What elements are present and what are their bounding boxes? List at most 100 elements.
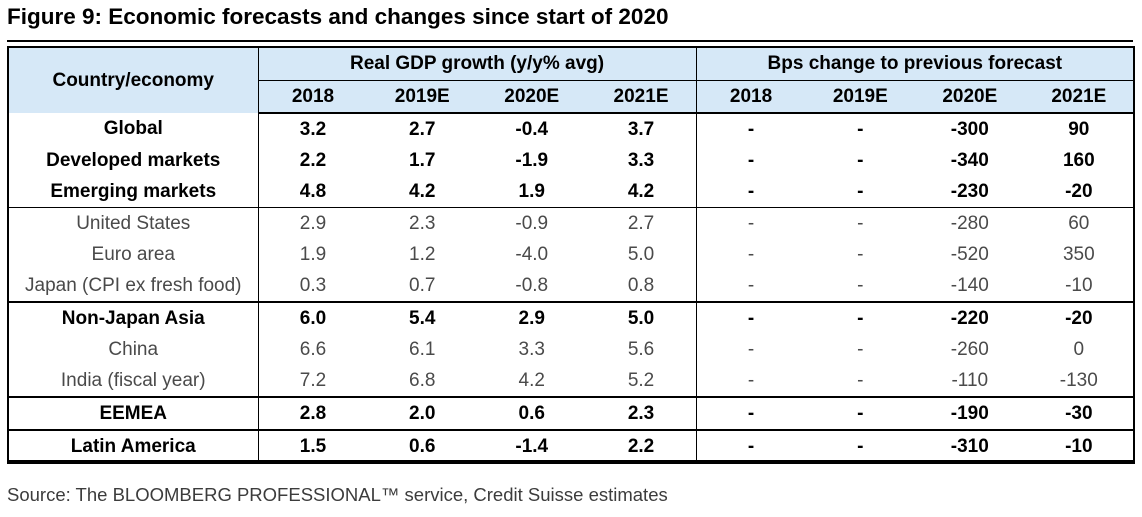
gdp-growth-cell: 6.0 <box>257 301 368 334</box>
table-row: United States 2.9 2.3 -0.9 2.7- - -280 60 <box>7 207 1136 239</box>
figure-title: Figure 9: Economic forecasts and changes… <box>7 4 669 29</box>
bps-change-cell: -340 <box>950 149 989 171</box>
year-header: 2021E <box>1024 80 1136 114</box>
bps-change-cell: 350 <box>1024 239 1136 270</box>
gdp-growth-cell: 6.6 <box>257 334 368 365</box>
table-row: India (fiscal year) 7.2 6.8 4.2 5.2 - - -110 -13… <box>7 365 1136 397</box>
gdp-growth-cell: 0.6 <box>367 429 477 464</box>
bps-change-cell: - <box>695 365 806 397</box>
country-name-cell: India (fiscal year) <box>7 365 258 397</box>
bps-change-cell: - <box>857 338 864 360</box>
gdp-growth-cell: 2.9 <box>257 207 368 239</box>
table-row: Non-Japan Asia 6.0 5.4 2.9 5.0- - -220 -20 <box>7 301 1136 334</box>
gdp-growth-cell: 2.3 <box>586 396 697 430</box>
country-name-cell: Developed markets <box>7 145 258 176</box>
gdp-growth-cell: 3.3 <box>627 149 655 171</box>
bps-change-cell: - <box>695 113 806 145</box>
table-row: Euro area 1.9 1.2 -4.0 5.0 - - -520 350 <box>7 239 1136 270</box>
bps-change-cell: -230 <box>950 180 989 202</box>
country-name-cell: United States <box>7 207 258 239</box>
year-header: 2018 <box>257 80 368 114</box>
table-row: Emerging markets 4.8 4.2 1.9 4.2 - - -230 -20 <box>7 176 1136 208</box>
gdp-growth-cell: 0.7 <box>409 274 436 296</box>
gdp-growth-cell: -0.9 <box>477 207 587 239</box>
bps-change-cell: - <box>695 301 806 334</box>
bps-change-cell: -130 <box>1024 365 1136 397</box>
gdp-growth-cell: 2.2 <box>257 145 368 176</box>
country-name-cell: Latin America <box>7 429 258 464</box>
bps-change-cell: -280 <box>915 207 1025 239</box>
bps-change-cell: -110 <box>951 369 989 391</box>
gdp-growth-cell: 5.0 <box>627 243 655 265</box>
country-name-cell: Euro area <box>7 239 258 270</box>
bps-change-cell: -20 <box>1024 301 1136 334</box>
bps-change-cell: 0 <box>1024 334 1136 365</box>
bps-change-cell: - <box>805 396 916 430</box>
bps-change-cell: - <box>695 429 806 464</box>
bps-change-cell: - <box>695 239 806 270</box>
gdp-growth-cell: 2.2 <box>586 429 697 464</box>
year-header: 2019E <box>805 80 916 114</box>
table-row: EEMEA 2.8 2.0 0.6 2.3- - -190 -30 <box>7 396 1136 430</box>
table-body: Global 3.2 2.7 -0.4 3.7- - -300 90 Developed mar… <box>7 113 1136 464</box>
gdp-growth-cell: 4.8 <box>257 176 368 208</box>
gdp-growth-cell: 4.2 <box>409 180 436 202</box>
bps-change-cell: -310 <box>915 429 1025 464</box>
gdp-growth-cell: 6.8 <box>409 369 436 391</box>
bps-change-cell: -30 <box>1024 396 1136 430</box>
bps-change-cell: -260 <box>950 338 989 360</box>
bps-change-group-header: Bps change to previous forecast <box>695 46 1136 81</box>
top-rule <box>7 40 1133 42</box>
gdp-growth-cell: 5.4 <box>367 301 477 334</box>
bps-change-cell: - <box>695 270 806 302</box>
bps-change-cell: - <box>857 149 864 171</box>
country-name-cell: Emerging markets <box>7 176 258 208</box>
bps-change-cell: - <box>695 334 806 365</box>
gdp-growth-cell: 5.0 <box>586 301 697 334</box>
gdp-growth-cell: 7.2 <box>257 365 368 397</box>
bps-change-cell: - <box>857 180 864 202</box>
year-header: 2021E <box>586 80 697 114</box>
gdp-growth-cell: 5.6 <box>627 338 655 360</box>
country-name-cell: Japan (CPI ex fresh food) <box>7 270 258 302</box>
bps-change-cell: - <box>857 118 864 140</box>
year-header: 2020E <box>477 80 587 114</box>
gdp-growth-cell: 1.5 <box>257 429 368 464</box>
bps-change-cell: 160 <box>1024 145 1136 176</box>
gdp-growth-cell: 3.3 <box>518 338 545 360</box>
gdp-growth-group-header: Real GDP growth (y/y% avg) <box>257 46 697 81</box>
gdp-growth-cell: 4.2 <box>518 369 545 391</box>
gdp-growth-cell: -4.0 <box>515 243 549 265</box>
country-name-cell: China <box>7 334 258 365</box>
bps-change-cell: -520 <box>950 243 989 265</box>
country-name-cell: EEMEA <box>7 396 258 430</box>
bps-change-cell: -220 <box>915 301 1025 334</box>
table-row: China 6.6 6.1 3.3 5.6 - - -260 0 <box>7 334 1136 365</box>
gdp-growth-cell: 3.2 <box>257 113 368 145</box>
table-row: Global 3.2 2.7 -0.4 3.7 - - -300 90 <box>7 113 1136 145</box>
gdp-growth-cell: 2.0 <box>367 396 477 430</box>
gdp-growth-cell: 3.7 <box>627 118 655 140</box>
bps-change-cell: - <box>695 396 806 430</box>
year-header: 2020E <box>915 80 1025 114</box>
gdp-growth-cell: 0.8 <box>627 274 655 296</box>
bps-change-cell: - <box>857 369 864 391</box>
bps-change-cell: -20 <box>1024 176 1136 208</box>
gdp-growth-cell: 1.2 <box>409 243 436 265</box>
table-row: Developed markets 2.2 1.7 -1.9 3.3 - - -340 160 <box>7 145 1136 176</box>
gdp-growth-cell: 1.9 <box>518 180 545 202</box>
bps-change-cell: - <box>857 243 864 265</box>
source-note: Source: The BLOOMBERG PROFESSIONAL™ serv… <box>7 484 668 505</box>
country-column-header: Country/economy <box>7 46 258 113</box>
gdp-growth-cell: 2.3 <box>367 207 477 239</box>
bps-change-cell: - <box>695 176 806 208</box>
bps-change-cell: - <box>695 207 806 239</box>
gdp-growth-cell: 2.8 <box>257 396 368 430</box>
bps-change-cell: - <box>695 145 806 176</box>
gdp-growth-cell: -0.8 <box>515 274 549 296</box>
year-header: 2019E <box>367 80 477 114</box>
bps-change-cell: -190 <box>915 396 1025 430</box>
bps-change-cell: - <box>857 274 864 296</box>
gdp-growth-cell: 1.9 <box>257 239 368 270</box>
table-row: Latin America 1.5 0.6 -1.4 2.2- - -310 -10 <box>7 429 1136 464</box>
